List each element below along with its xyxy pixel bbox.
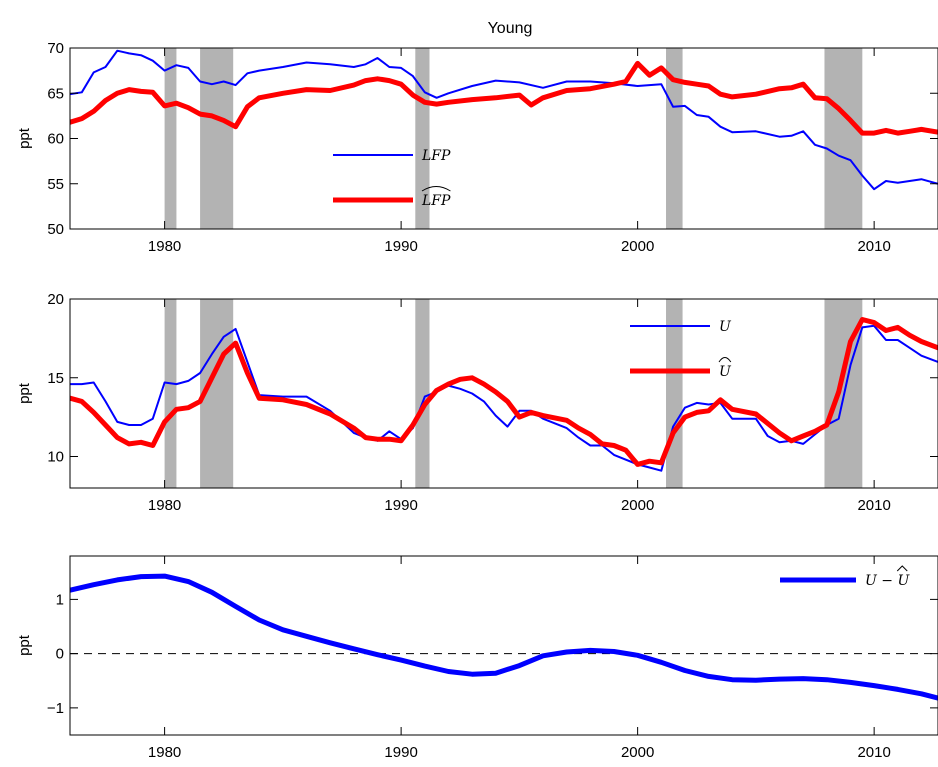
x-tick-label: 1990	[384, 744, 417, 761]
x-tick-label: 1980	[148, 744, 181, 761]
y-tick-label: 1	[56, 591, 64, 608]
recession-bar	[824, 48, 863, 229]
x-tick-label: 1990	[384, 238, 417, 255]
chart-title: Young	[488, 20, 533, 37]
y-axis-label: ppt	[16, 382, 33, 404]
y-tick-label: 60	[47, 131, 64, 148]
x-tick-label: 2000	[621, 238, 654, 255]
x-tick-label: 1980	[148, 238, 181, 255]
recession-bar	[666, 48, 683, 229]
axes-frame	[69, 555, 938, 736]
recession-bar	[200, 48, 234, 229]
series-line-u-u-hat	[70, 573, 938, 701]
series-line-u	[70, 324, 938, 472]
x-tick-label: 2010	[857, 744, 890, 761]
x-tick-label: 2000	[621, 744, 654, 761]
recession-bar	[164, 299, 177, 488]
axes-frame	[69, 298, 938, 489]
x-tick-label: 2000	[621, 497, 654, 514]
recession-bar	[164, 48, 177, 229]
legend-hat-icon	[718, 357, 732, 363]
recession-bar	[666, 299, 683, 488]
recession-bar	[415, 299, 430, 488]
legend-hat-icon	[421, 186, 451, 192]
y-axis-label: ppt	[16, 127, 33, 149]
y-tick-label: 10	[47, 449, 64, 466]
x-tick-label: 2010	[857, 238, 890, 255]
legend-label: LFP	[421, 193, 451, 209]
legend-hat-icon	[896, 565, 908, 572]
series-line-lfp-hat	[70, 60, 938, 136]
legend-label: U	[719, 319, 732, 335]
legend-label: LFP	[421, 148, 451, 164]
y-tick-label: 55	[47, 176, 64, 193]
y-tick-label: 50	[47, 221, 64, 238]
y-tick-label: 65	[47, 85, 64, 102]
x-tick-label: 1980	[148, 497, 181, 514]
series-line-lfp	[70, 49, 938, 191]
y-axis-label: ppt	[16, 634, 33, 656]
y-tick-label: −1	[47, 700, 64, 717]
legend-label: U − U	[865, 573, 910, 589]
panel-lfp: 1980 1990 2000 2010 50 55 60 65 70 ppt LFP LFP	[16, 40, 938, 255]
panel-difference: 1980 1990 2000 2010 −1 0 1 ppt U − U	[16, 555, 938, 761]
legend-label: U	[719, 364, 732, 380]
y-tick-label: 0	[56, 646, 64, 663]
x-tick-label: 1990	[384, 497, 417, 514]
series-line-u-hat	[70, 317, 938, 467]
y-tick-label: 15	[47, 370, 64, 387]
x-tick-label: 2010	[857, 497, 890, 514]
y-tick-label: 70	[47, 40, 64, 57]
y-tick-label: 20	[47, 291, 64, 308]
legend-label-hat-part: U	[897, 573, 910, 589]
